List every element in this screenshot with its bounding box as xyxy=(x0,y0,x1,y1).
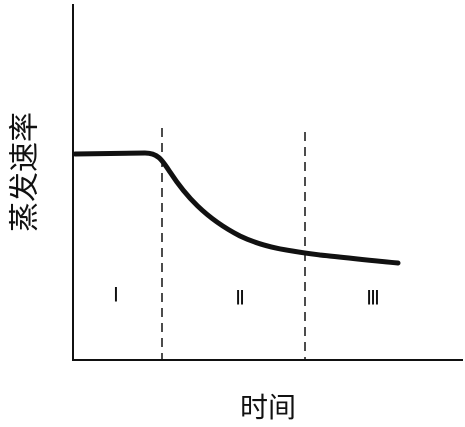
stage-label: Ⅲ xyxy=(366,288,380,310)
x-axis-label: 时间 xyxy=(240,391,296,424)
stage-label: Ⅰ xyxy=(113,285,119,307)
y-axis-label: 蒸发速率 xyxy=(8,112,43,232)
rate-curve xyxy=(72,150,401,266)
stage-label: Ⅱ xyxy=(235,288,245,310)
